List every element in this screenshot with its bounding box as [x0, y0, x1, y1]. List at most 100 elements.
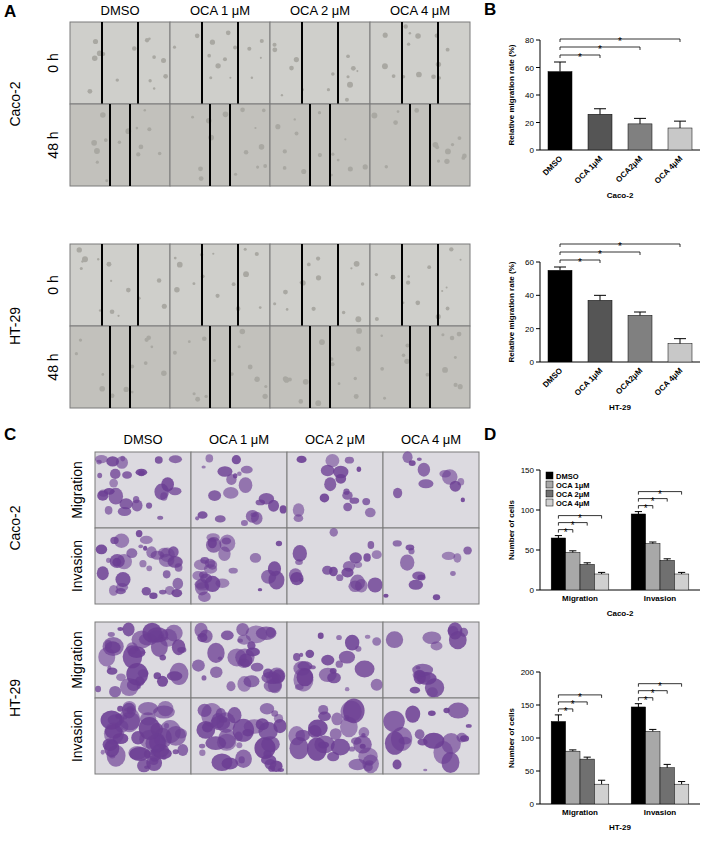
- wound-edge: [101, 22, 103, 104]
- image-texture: [223, 57, 227, 61]
- bar: [548, 72, 572, 150]
- stained-cell: [341, 568, 353, 578]
- y-tick: [536, 804, 540, 805]
- image-texture: [243, 271, 249, 277]
- error-cap: [598, 572, 605, 573]
- significance-bracket: *: [638, 489, 681, 500]
- image-texture: [209, 76, 212, 79]
- stained-cell: [297, 661, 312, 670]
- error-bar: [598, 572, 605, 574]
- panel-label: C: [4, 425, 16, 444]
- legend-swatch: [546, 472, 553, 479]
- stained-cell: [133, 496, 139, 503]
- image-texture: [416, 72, 422, 78]
- bar: [674, 574, 688, 590]
- image-frame: [270, 22, 370, 104]
- image-texture: [188, 340, 191, 343]
- stained-cell: [118, 507, 132, 516]
- stained-cell: [98, 647, 115, 666]
- wound-image: [370, 326, 470, 408]
- image-texture: [409, 32, 412, 35]
- stained-cell: [163, 570, 171, 578]
- image-texture: [161, 58, 166, 63]
- significance-bracket: *: [560, 44, 640, 55]
- wound-edge: [201, 244, 203, 326]
- image-texture: [193, 392, 196, 395]
- image-texture: [161, 370, 167, 376]
- y-tick-label: 100: [521, 506, 535, 515]
- wound-edge: [329, 326, 331, 408]
- y-tick: [536, 590, 540, 591]
- stained-cell: [146, 546, 156, 558]
- y-tick-label: 0: [530, 358, 535, 367]
- stained-cell: [293, 653, 300, 661]
- stained-cell: [138, 545, 143, 549]
- image-texture: [79, 338, 82, 341]
- stained-cell: [341, 701, 362, 722]
- y-tick: [536, 672, 540, 673]
- wound-image: [370, 104, 470, 186]
- image-texture: [441, 290, 443, 292]
- image-texture: [254, 127, 256, 129]
- image-texture: [319, 339, 325, 345]
- wound-image: [370, 22, 470, 104]
- image-texture: [259, 144, 265, 150]
- stained-cell: [293, 668, 313, 692]
- image-frame: [383, 622, 479, 698]
- stained-cell: [172, 639, 186, 655]
- error-cap: [635, 511, 642, 512]
- image-texture: [174, 257, 177, 260]
- image-texture: [348, 166, 353, 171]
- image-texture: [260, 57, 262, 59]
- stained-cell: [453, 553, 461, 562]
- image-frame: [95, 452, 191, 528]
- image-texture: [192, 282, 195, 285]
- error-bar: [584, 757, 591, 759]
- stained-cell: [415, 729, 425, 739]
- y-tick: [536, 510, 540, 511]
- significance-bracket: *: [560, 257, 600, 268]
- image-texture: [316, 256, 320, 260]
- stained-cell: [405, 705, 420, 722]
- stained-cell: [294, 514, 304, 522]
- stained-cell: [128, 746, 146, 760]
- image-texture: [402, 354, 406, 358]
- image-texture: [441, 333, 444, 336]
- image-texture: [144, 109, 147, 112]
- image-texture: [294, 118, 296, 120]
- stained-cell: [299, 653, 303, 657]
- image-texture: [307, 263, 311, 267]
- stained-cell: [463, 546, 471, 554]
- stained-cell: [208, 490, 221, 501]
- stained-cell: [324, 477, 336, 491]
- stained-cell: [393, 488, 402, 499]
- stained-cell: [212, 754, 233, 771]
- image-frame: [170, 22, 270, 104]
- stained-cell: [210, 666, 222, 677]
- image-texture: [247, 47, 251, 51]
- image-texture: [380, 334, 383, 337]
- image-texture: [272, 43, 276, 47]
- y-tick: [536, 738, 540, 739]
- stained-cell: [241, 520, 248, 526]
- error-stem: [680, 121, 681, 128]
- stained-cell: [349, 759, 367, 770]
- y-tick: [536, 362, 540, 363]
- bars: [551, 512, 689, 590]
- y-tick: [536, 550, 540, 551]
- bars: [548, 62, 692, 150]
- image-texture: [392, 74, 396, 78]
- image-texture: [356, 346, 361, 351]
- image-texture: [82, 256, 88, 262]
- x-axis-title: Caco-2: [607, 609, 634, 618]
- image-texture: [356, 70, 358, 72]
- image-texture: [101, 373, 104, 376]
- significance-bracket: *: [558, 513, 601, 524]
- stained-cell: [251, 663, 264, 672]
- stained-cell: [402, 451, 412, 463]
- bar: [668, 344, 692, 362]
- image-texture: [356, 328, 362, 334]
- y-tick-label: 60: [525, 64, 534, 73]
- column-header: OCA 4 μM: [401, 432, 461, 447]
- image-texture: [457, 332, 462, 337]
